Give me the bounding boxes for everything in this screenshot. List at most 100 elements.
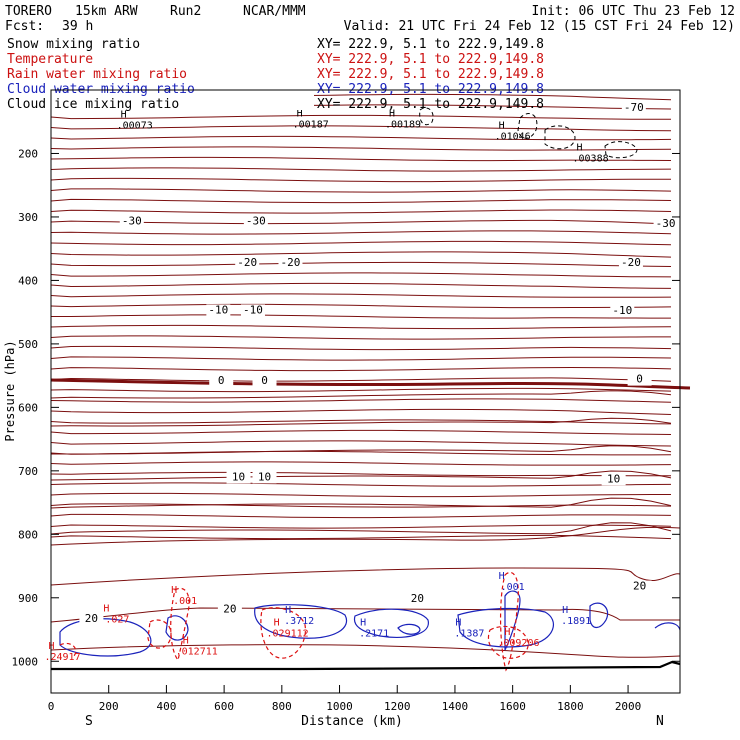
cloud-ice-contour	[604, 141, 638, 159]
temperature-label-mask	[610, 305, 635, 318]
temperature-label-mask	[278, 256, 303, 269]
isotherm-lower	[50, 390, 672, 399]
isotherm	[50, 440, 672, 447]
extremum-value: .012711	[176, 646, 218, 657]
cloud-water-contour	[457, 607, 555, 648]
isotherm	[50, 114, 671, 120]
extremum-marker: H	[577, 143, 583, 154]
isotherm	[50, 335, 671, 340]
header-fcst-value: 39 h	[62, 19, 93, 34]
extremum-value: .029112	[267, 629, 309, 640]
isotherm	[50, 251, 672, 258]
legend-temperature: Temperature	[7, 52, 93, 67]
isotherm	[50, 240, 672, 246]
x-axis-label: Distance (km)	[301, 714, 403, 729]
extremum-value: .00388	[572, 154, 608, 165]
isotherm	[50, 461, 672, 466]
contour-labels: -70 -30 -30 -30 -20 -20 -20 -10 -10 -10 0 0 0 10 10 10 2…	[44, 87, 678, 663]
cloud-water-contour	[165, 615, 189, 641]
end-label-left: S	[85, 714, 93, 729]
cloud-water-contour	[589, 602, 609, 629]
isotherm	[50, 167, 672, 172]
y-tick-label: 200	[18, 147, 38, 160]
temperature-contour-label: 20	[85, 612, 98, 625]
x-tick-label: 600	[214, 700, 234, 713]
isotherm-lower	[50, 417, 672, 427]
legend-cloud-ice: Cloud ice mixing ratio	[7, 97, 179, 112]
isotherm	[50, 209, 672, 214]
extremum-value: .1387	[454, 629, 484, 640]
extremum-value: .24917	[44, 652, 80, 663]
isotherm-lower	[50, 497, 672, 509]
isotherm	[50, 429, 672, 435]
temperature-label-mask	[405, 593, 430, 606]
isotherm-lower	[50, 522, 672, 535]
extremum-marker: H	[285, 605, 291, 616]
cloud-water-contour	[504, 590, 521, 651]
temperature-contour-label: -30	[122, 215, 142, 228]
extremum-marker: H	[121, 110, 127, 121]
temperature-label-mask	[601, 473, 626, 486]
temperature-label-mask	[621, 101, 646, 114]
y-tick-label: 300	[18, 211, 38, 224]
isotherm	[50, 198, 672, 204]
rain-water-contour	[500, 571, 519, 672]
temperature-contour-label: 20	[223, 602, 236, 615]
isotherm	[50, 125, 672, 132]
cloud-ice-contours	[419, 107, 638, 159]
isotherm	[50, 471, 671, 477]
isotherm	[50, 482, 672, 487]
extremum-value: .01046	[495, 132, 531, 143]
temperature-contour-label: 10	[607, 472, 620, 485]
temperature-contours	[50, 93, 691, 658]
temperature-contour-label: -10	[208, 303, 228, 316]
isotherm	[50, 261, 672, 267]
y-tick-label: 1000	[12, 655, 39, 668]
temperature-contour-label: 0	[261, 374, 268, 387]
legend-background	[2, 36, 314, 110]
x-tick-label: 800	[272, 700, 292, 713]
isotherm	[50, 534, 672, 540]
isotherm	[50, 293, 672, 298]
y-tick-label: 400	[18, 274, 38, 287]
temperature-label-mask	[627, 580, 652, 593]
isotherm	[50, 513, 672, 519]
y-axis-label: Pressure (hPa)	[3, 340, 17, 441]
extremum-value: .00189	[385, 119, 421, 130]
temperature-label-mask	[627, 373, 652, 386]
rain-water-contour	[487, 625, 529, 659]
isotherm	[50, 408, 672, 415]
temperature-contour-label: -10	[612, 304, 632, 317]
temperature-contour-label: -20	[281, 256, 301, 269]
header-init: Init: 06 UTC Thu 23 Feb 12	[532, 4, 736, 19]
isotherm-zero	[50, 378, 691, 390]
y-tick-label: 500	[18, 338, 38, 351]
isotherm-lower	[50, 567, 681, 586]
terrain-line	[51, 660, 681, 671]
temperature-contour-label: -30	[246, 215, 266, 228]
temperature-contour-label: 10	[232, 470, 245, 483]
temperature-label-mask	[252, 374, 277, 387]
rain-water-contours	[59, 571, 529, 672]
isotherm	[50, 492, 671, 498]
end-label-right: N	[656, 714, 664, 729]
plot-frame	[50, 89, 681, 694]
extremum-marker: H	[103, 604, 109, 615]
cloud-water-contour	[397, 623, 421, 635]
x-tick-label: 0	[48, 700, 55, 713]
temperature-label-mask	[653, 218, 678, 231]
header-valid: Valid: 21 UTC Fri 24 Feb 12 (15 CST Fri …	[344, 19, 735, 34]
header-center: NCAR/MMM	[243, 4, 306, 19]
isotherm	[50, 188, 672, 193]
rain-water-contour	[260, 607, 307, 659]
isotherm	[50, 272, 672, 278]
header-fcst-label: Fcst:	[5, 19, 44, 34]
extremum-value: .009206	[497, 638, 539, 649]
isotherm	[50, 524, 672, 529]
temperature-contour-label: 20	[411, 592, 424, 605]
isotherm	[50, 345, 672, 351]
isotherm	[50, 146, 672, 151]
temperature-contour-label: -30	[656, 217, 676, 230]
temperature-label-mask	[226, 471, 251, 484]
